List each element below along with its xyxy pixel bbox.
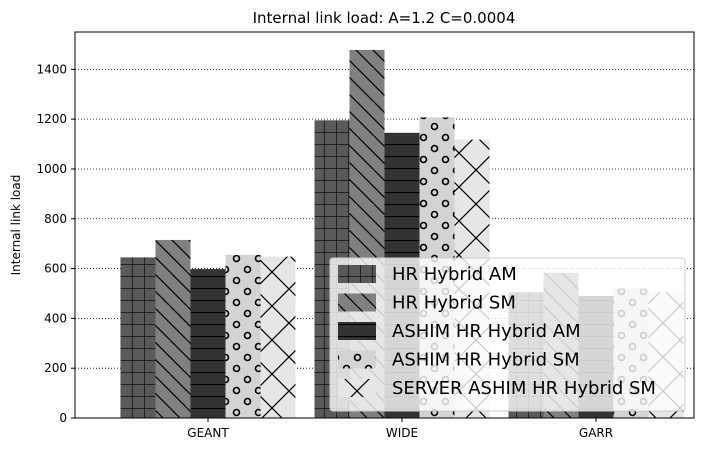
y-tick-label: 1000 — [36, 162, 67, 176]
legend-swatch — [338, 379, 376, 397]
y-tick-label: 0 — [59, 411, 67, 425]
legend-swatch — [338, 322, 376, 340]
legend-swatch — [338, 350, 376, 369]
x-tick-label: GEANT — [187, 426, 229, 440]
y-tick-label: 1200 — [36, 112, 67, 126]
x-tick-label: GARR — [579, 426, 613, 440]
chart-title: Internal link load: A=1.2 C=0.0004 — [253, 9, 516, 27]
legend: HR Hybrid AM HR Hybrid SM ASHIM HR Hybrid … — [329, 257, 686, 412]
y-tick-label: 800 — [44, 212, 67, 226]
legend-swatch — [338, 265, 376, 283]
legend-label: ASHIM HR Hybrid AM — [392, 321, 581, 342]
bar-ashim-hr-hybrid-am-geant — [190, 269, 226, 418]
bar-ashim-hr-hybrid-sm-geant — [225, 254, 261, 418]
y-axis-ticks: 0 200 400 600 800 1000 1200 1400 — [36, 62, 75, 425]
y-tick-label: 200 — [44, 361, 67, 375]
legend-label: HR Hybrid SM — [392, 293, 516, 314]
y-tick-label: 1400 — [36, 62, 67, 76]
y-axis-label: Internal link load — [9, 175, 23, 276]
legend-box — [329, 257, 686, 412]
legend-swatch — [338, 293, 376, 312]
bar-hr-hybrid-am-geant — [120, 257, 156, 418]
bar-server-ashim-hr-hybrid-sm-geant — [260, 256, 296, 418]
legend-label: SERVER ASHIM HR Hybrid SM — [392, 378, 656, 399]
y-tick-label: 400 — [44, 311, 67, 325]
legend-label: ASHIM HR Hybrid SM — [392, 350, 580, 371]
y-tick-label: 600 — [44, 262, 67, 276]
bar-hr-hybrid-sm-geant — [155, 239, 191, 418]
x-axis-ticks: GEANT WIDE GARR — [187, 418, 613, 440]
x-tick-label: WIDE — [386, 426, 418, 440]
plot-frame — [74, 31, 695, 419]
legend-label: HR Hybrid AM — [392, 264, 517, 285]
